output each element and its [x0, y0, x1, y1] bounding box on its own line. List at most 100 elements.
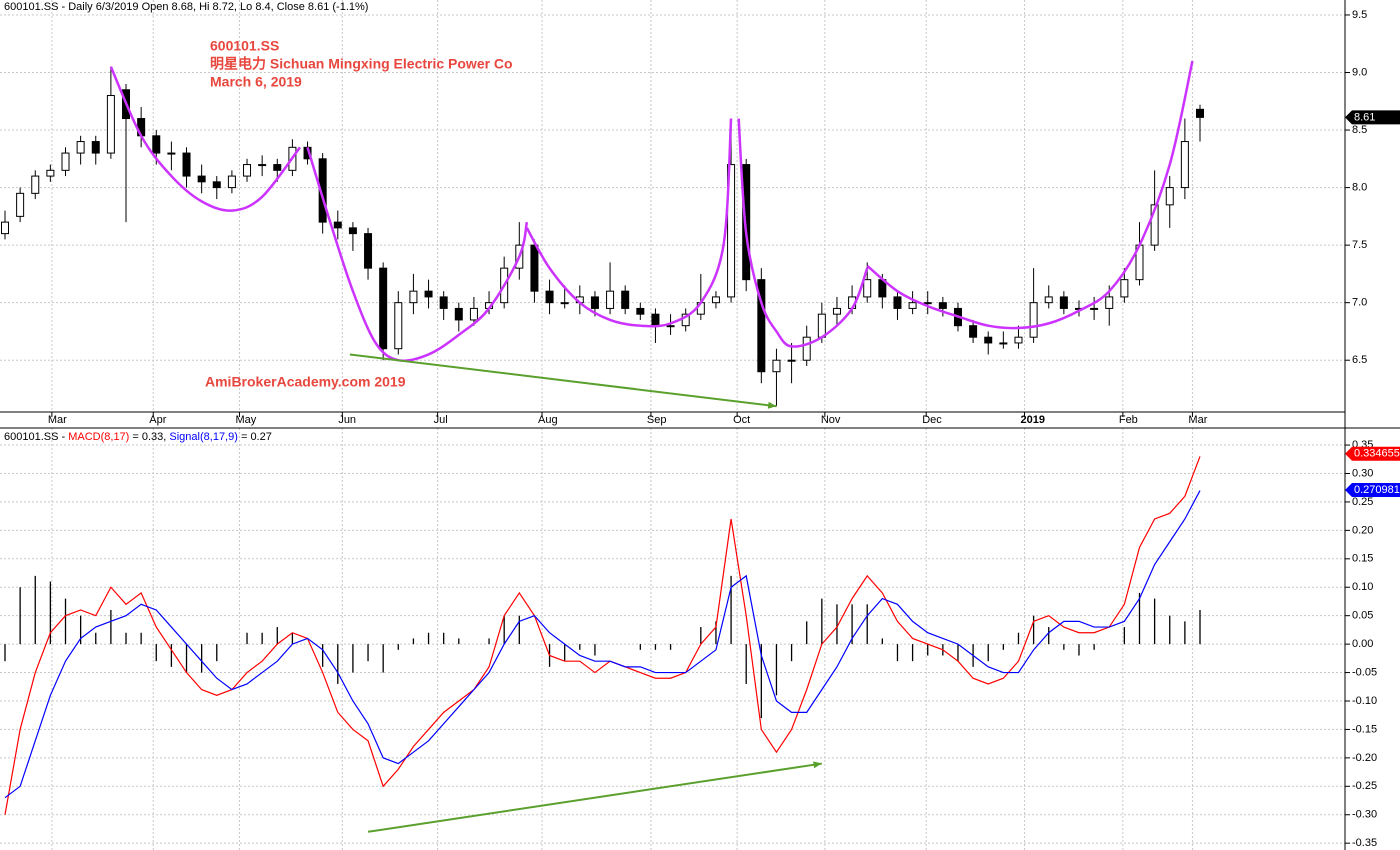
- y-tick-label: 0.00: [1352, 638, 1373, 650]
- value-badge: [1345, 446, 1400, 461]
- y-tick-label: 8.0: [1352, 181, 1367, 193]
- cup-curve: [306, 146, 529, 362]
- x-tick-label: Apr: [149, 414, 166, 426]
- candle-body: [560, 302, 569, 305]
- y-tick-label: 9.5: [1352, 9, 1367, 21]
- y-tick-label: 0.30: [1352, 467, 1373, 479]
- candle-body: [152, 135, 161, 154]
- candle-body: [636, 307, 645, 315]
- value-badge: [1345, 483, 1400, 498]
- candle-body: [439, 296, 448, 309]
- candle-body: [61, 152, 70, 171]
- candle-body: [31, 175, 40, 194]
- annotation: 明星电力 Sichuan Mingxing Electric Power Co: [210, 56, 513, 72]
- macd-line: [4, 490, 1201, 799]
- candle-body: [258, 164, 267, 167]
- y-tick-label: 6.5: [1352, 354, 1367, 366]
- y-tick-label: 7.5: [1352, 239, 1367, 251]
- annotation: March 6, 2019: [210, 74, 302, 90]
- candle-body: [46, 169, 55, 177]
- x-tick-label: Feb: [1119, 414, 1138, 426]
- candle-body: [1014, 336, 1023, 344]
- candle-body: [666, 325, 675, 328]
- candle-body: [727, 164, 736, 298]
- candle-body: [379, 267, 388, 350]
- y-tick-label: -0.15: [1352, 723, 1377, 735]
- x-tick-label: Mar: [48, 414, 67, 426]
- candle-body: [651, 313, 660, 327]
- candle-body: [1120, 279, 1129, 298]
- arrow-head: [813, 761, 822, 769]
- candle-body: [772, 359, 781, 373]
- x-tick-label: Sep: [647, 414, 667, 426]
- x-tick-label: Dec: [922, 414, 942, 426]
- candle-body: [590, 296, 599, 309]
- x-tick-label: Aug: [538, 414, 558, 426]
- candle-body: [1090, 307, 1099, 310]
- y-tick-label: 9.0: [1352, 66, 1367, 78]
- x-tick-label: 2019: [1021, 414, 1045, 426]
- candle-body: [1, 221, 9, 235]
- macd-header-part: Signal(8,17,9): [169, 431, 238, 443]
- cup-curve: [109, 66, 301, 212]
- macd-header: 600101.SS - MACD(8,17) = 0.33, Signal(8,…: [4, 431, 272, 443]
- y-tick-label: -0.35: [1352, 837, 1377, 849]
- candle-body: [863, 279, 872, 298]
- x-tick-label: Oct: [733, 414, 750, 426]
- y-tick-label: -0.10: [1352, 695, 1377, 707]
- value-badge-label: 0.334655: [1354, 448, 1400, 460]
- candle-body: [1180, 141, 1189, 189]
- candle-body: [76, 141, 85, 154]
- cup-curve: [866, 60, 1194, 330]
- candle-body: [197, 175, 206, 183]
- candle-body: [1196, 108, 1204, 118]
- y-tick-label: 8.5: [1352, 124, 1367, 136]
- candle-body: [106, 95, 115, 154]
- candle-body: [182, 152, 191, 177]
- candle-body: [802, 336, 811, 361]
- candle-body: [16, 192, 25, 217]
- macd-header-part: MACD(8,17): [68, 431, 129, 443]
- candle-body: [621, 290, 630, 309]
- candle-body: [606, 290, 615, 309]
- candle-body: [530, 244, 539, 292]
- value-badge-label: 0.270981: [1354, 484, 1400, 496]
- candle-body: [545, 290, 554, 304]
- x-tick-label: Nov: [821, 414, 841, 426]
- arrow-head: [767, 401, 777, 409]
- price-header: 600101.SS - Daily 6/3/2019 Open 8.68, Hi…: [4, 1, 368, 13]
- candle-body: [817, 313, 826, 338]
- y-tick-label: -0.20: [1352, 752, 1377, 764]
- x-tick-label: Mar: [1188, 414, 1207, 426]
- candle-body: [711, 296, 720, 304]
- candle-body: [1150, 204, 1159, 246]
- y-tick-label: -0.25: [1352, 780, 1377, 792]
- candle-body: [243, 164, 252, 177]
- candle-body: [969, 325, 978, 338]
- candle-body: [469, 307, 478, 321]
- candle-body: [1059, 296, 1068, 309]
- candle-body: [908, 302, 917, 309]
- value-badge: [1345, 110, 1400, 125]
- candle-body: [923, 302, 932, 305]
- candle-body: [999, 342, 1008, 345]
- y-tick-label: 0.15: [1352, 553, 1373, 565]
- candle-body: [333, 221, 342, 229]
- value-badge-label: 8.61: [1354, 111, 1375, 123]
- annotation: 600101.SS: [210, 38, 279, 54]
- marks: [1, 60, 1204, 833]
- macd-header-part: = 0.27: [238, 431, 272, 443]
- candle-body: [938, 302, 947, 309]
- y-tick-label: 0.10: [1352, 581, 1373, 593]
- candle-body: [348, 227, 357, 235]
- candle-body: [1105, 296, 1114, 309]
- candle-body: [409, 290, 418, 304]
- candle-body: [167, 152, 176, 155]
- candle-body: [893, 296, 902, 309]
- y-tick-label: -0.30: [1352, 809, 1377, 821]
- trend-arrow: [349, 353, 777, 408]
- candle-body: [1044, 296, 1053, 304]
- y-tick-label: 7.0: [1352, 297, 1367, 309]
